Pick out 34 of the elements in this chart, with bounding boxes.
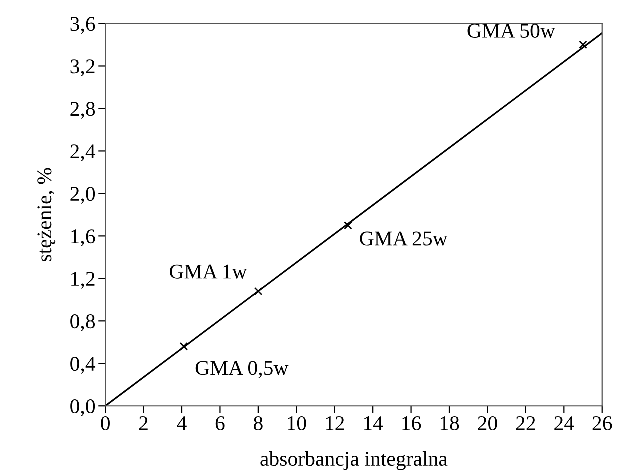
x-tick-label: 20: [478, 416, 498, 431]
y-tick-label: 0,8: [70, 314, 96, 332]
y-tick-label: 2,4: [70, 144, 96, 162]
y-tick-label: 2,8: [70, 102, 96, 120]
y-axis-title: stężenie, %: [38, 168, 56, 262]
y-tick-label: 0,4: [70, 357, 96, 374]
y-tick-label: 2,0: [70, 187, 96, 204]
x-tick-label: 6: [216, 416, 225, 431]
point: [344, 221, 352, 230]
y-tick-label: 3,6: [70, 17, 96, 34]
x-axis-title: absorbancja integralna: [260, 451, 448, 470]
x-tick-label: 2: [139, 416, 148, 430]
x-tick-label: 14: [364, 416, 384, 430]
y-tick-label: 0,0: [70, 400, 96, 417]
y-tick-label: 1,6: [72, 230, 96, 247]
point: [579, 40, 588, 50]
x-tick-label: 22: [516, 416, 536, 430]
x-tick-label: 0: [101, 416, 110, 431]
x-tick-label: 10: [288, 416, 306, 431]
x-tick-label: 16: [402, 416, 422, 431]
x-tick-label: 4: [177, 416, 187, 430]
x-tick-label: 18: [440, 416, 460, 431]
x-tick-label: 8: [254, 416, 263, 431]
point: [254, 287, 263, 296]
x-tick-label: 12: [326, 416, 344, 430]
annotation: GMA 0,5w: [196, 361, 289, 378]
annotation: GMA 25w: [360, 232, 448, 246]
x-tick-label: 26: [592, 416, 612, 431]
annotation: GMA 50w: [468, 24, 556, 38]
point: [180, 342, 188, 351]
x-tick-label: 24: [554, 416, 574, 430]
y-tick-label: 1,2: [72, 272, 95, 290]
annotation: GMA 1w: [170, 264, 248, 279]
y-tick-label: 3,2: [70, 60, 95, 77]
